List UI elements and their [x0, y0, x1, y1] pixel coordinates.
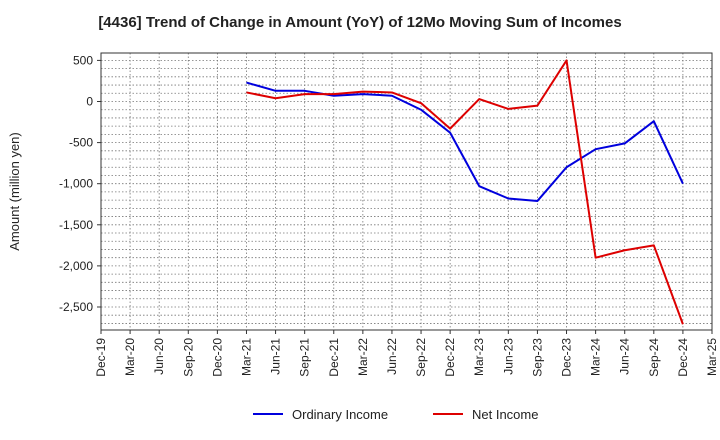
x-tick-label: Sep-24 [647, 338, 661, 377]
x-tick-label: Jun-22 [385, 338, 399, 375]
legend-label: Ordinary Income [292, 407, 388, 422]
x-tick-label: Mar-20 [123, 338, 137, 376]
series-line-ordinary-income [246, 81, 684, 202]
x-tick-label: Jun-23 [501, 338, 515, 375]
grid-layer [101, 53, 712, 330]
x-tick-label: Mar-22 [356, 338, 370, 376]
plot-area-frame [100, 52, 713, 331]
series-line-net-income [246, 59, 684, 325]
x-tick-label: Dec-20 [210, 338, 224, 377]
x-tick-label: Jun-24 [618, 338, 632, 375]
x-tick-label: Sep-23 [530, 338, 544, 377]
legend: Ordinary Income Net Income [253, 407, 538, 422]
y-tick-label: -1,500 [59, 218, 93, 232]
x-tick-label: Mar-21 [239, 338, 253, 376]
x-tick-label: Sep-21 [298, 338, 312, 377]
x-tick-label: Jun-21 [269, 338, 283, 375]
x-tick-label: Sep-20 [181, 338, 195, 377]
x-tick-label: Dec-24 [676, 338, 690, 377]
y-tick-label: -500 [69, 136, 93, 150]
y-tick-label: 0 [86, 94, 93, 108]
x-tick-label: Sep-22 [414, 338, 428, 377]
x-tick-label: Dec-21 [327, 338, 341, 377]
y-axis-label: Amount (million yen) [7, 132, 22, 251]
series-layer [246, 59, 684, 325]
x-tick-label: Dec-19 [94, 338, 108, 377]
y-axis-ticks: 500 0 -500 -1,000 -1,500 -2,000 -2,500 [59, 53, 101, 314]
legend-label: Net Income [472, 407, 538, 422]
x-axis-ticks: Dec-19 Mar-20 Jun-20 Sep-20 Dec-20 Mar-21 Jun-… [94, 330, 719, 377]
x-tick-label: Mar-23 [472, 338, 486, 376]
y-tick-label: -2,500 [59, 300, 93, 314]
x-tick-label: Mar-25 [705, 338, 719, 376]
x-tick-label: Dec-23 [560, 338, 574, 377]
y-tick-label: 500 [73, 53, 93, 67]
chart-title: [4436] Trend of Change in Amount (YoY) o… [98, 14, 622, 31]
x-tick-label: Dec-22 [443, 338, 457, 377]
x-tick-label: Mar-24 [589, 338, 603, 376]
y-tick-label: -1,000 [59, 177, 93, 191]
x-tick-label: Jun-20 [152, 338, 166, 375]
y-tick-label: -2,000 [59, 259, 93, 273]
